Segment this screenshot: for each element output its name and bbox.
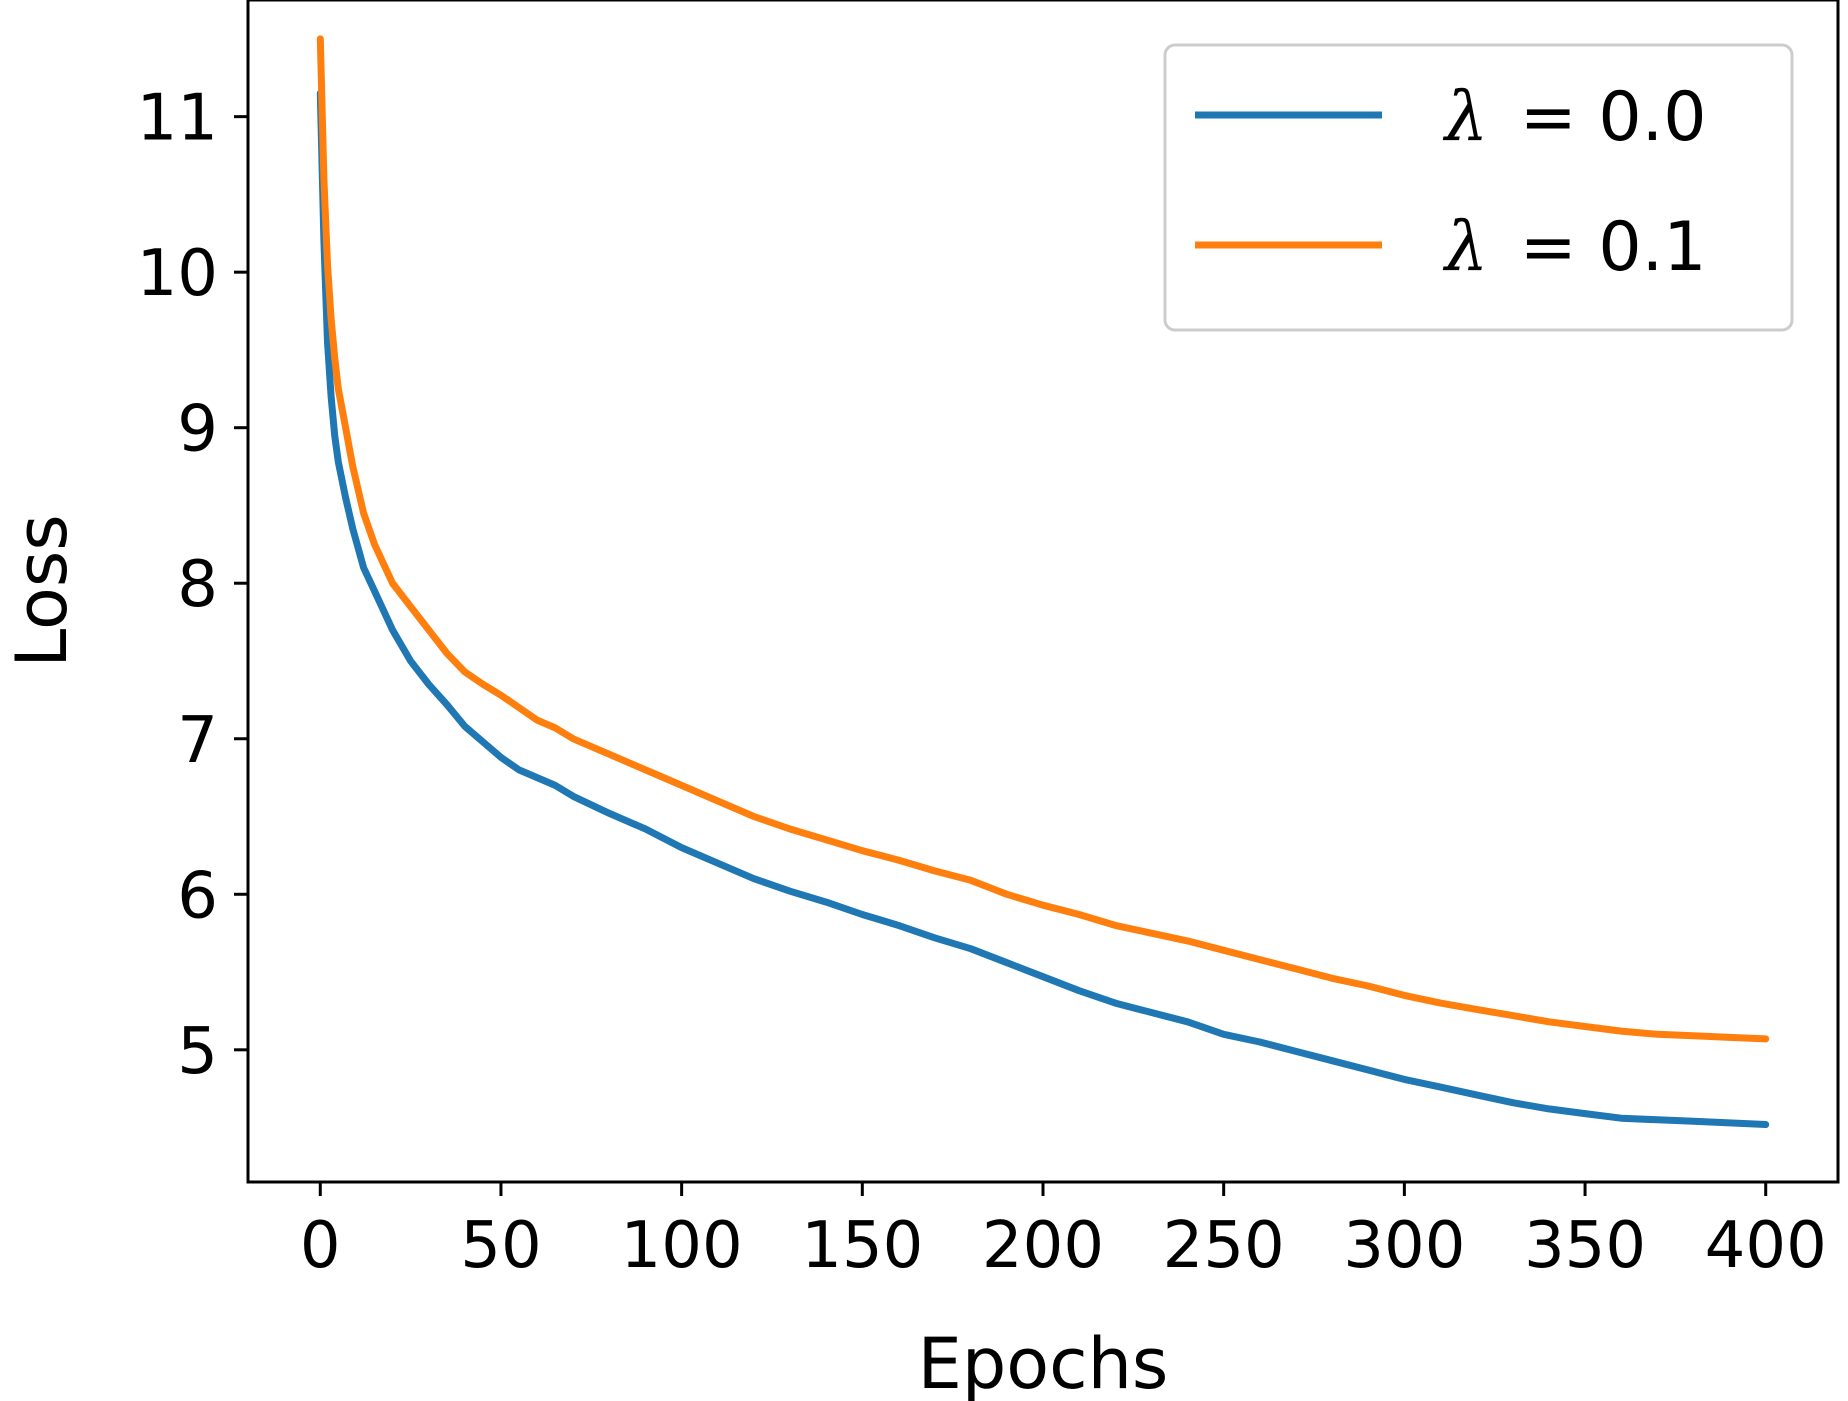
- x-tick-label: 300: [1343, 1209, 1465, 1283]
- x-tick-label: 50: [460, 1209, 541, 1283]
- series-layer: [316, 35, 1770, 1128]
- series-line-0: [316, 89, 1770, 1128]
- x-tick-label: 100: [621, 1209, 743, 1283]
- x-axis-ticks: 0 50 100 150 200 250 300 350 400: [300, 1182, 1827, 1283]
- y-axis-ticks: 5 6 7 8 9 10 11: [137, 82, 248, 1089]
- x-tick-label: 150: [801, 1209, 923, 1283]
- series-line-1: [316, 35, 1770, 1043]
- x-tick-label: 400: [1705, 1209, 1827, 1283]
- x-tick-label: 200: [982, 1209, 1104, 1283]
- x-axis-title: Epochs: [918, 1323, 1169, 1401]
- legend: λ = 0.0 λ = 0.1: [1163, 43, 1794, 332]
- y-axis-title: Loss: [1, 514, 83, 668]
- x-tick-label: 350: [1524, 1209, 1646, 1283]
- y-tick-label: 10: [137, 237, 218, 311]
- legend-label-lambda-0-0: λ = 0.0: [1442, 78, 1706, 157]
- y-tick-label: 8: [177, 548, 218, 622]
- y-tick-label: 11: [137, 82, 218, 156]
- y-tick-label: 9: [177, 393, 218, 467]
- legend-label-lambda-0-1: λ = 0.1: [1442, 208, 1706, 287]
- y-tick-label: 6: [177, 859, 218, 933]
- y-tick-label: 7: [177, 704, 218, 778]
- y-tick-label: 5: [177, 1015, 218, 1089]
- x-tick-label: 0: [300, 1209, 341, 1283]
- x-tick-label: 250: [1163, 1209, 1285, 1283]
